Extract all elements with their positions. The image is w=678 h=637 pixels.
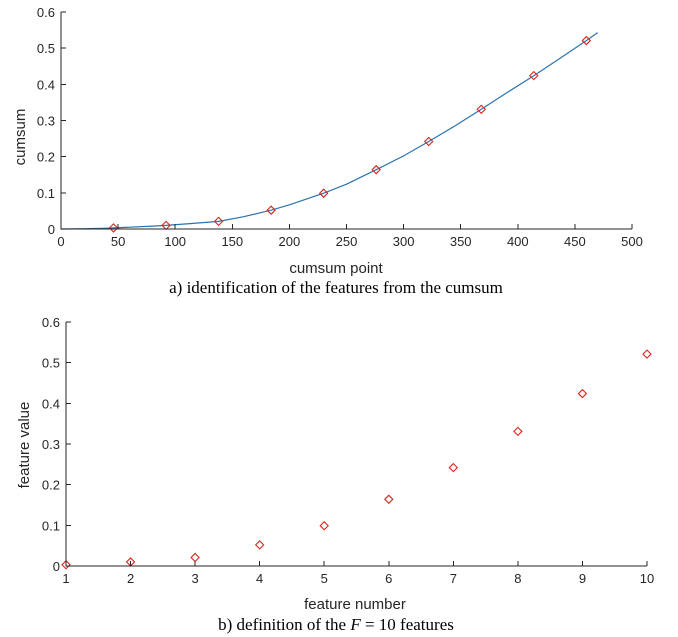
chart-a-x-ticks: 0 50 100 150 200 250 300 350 400 450 500 bbox=[57, 224, 643, 249]
x-tick-label: 6 bbox=[385, 571, 392, 586]
feature-value-marker bbox=[577, 388, 588, 399]
y-tick-label: 0.4 bbox=[42, 396, 60, 411]
x-tick-label: 500 bbox=[621, 234, 643, 249]
y-tick-label: 0.1 bbox=[37, 186, 55, 201]
chart-a-y-ticks: 0 0.1 0.2 0.3 0.4 0.5 0.6 bbox=[37, 5, 66, 237]
feature-value-marker bbox=[319, 520, 329, 531]
y-tick-label: 0.6 bbox=[37, 5, 55, 20]
chart-a-caption: a) identification of the features from t… bbox=[169, 278, 503, 297]
x-tick-label: 150 bbox=[221, 234, 243, 249]
y-tick-label: 0.4 bbox=[37, 77, 55, 92]
feature-point-marker bbox=[318, 188, 329, 198]
x-tick-label: 9 bbox=[579, 571, 586, 586]
chart-a-cumsum: 0 50 100 150 200 250 300 350 400 450 500 0 0.1 0.2 0.… bbox=[12, 5, 643, 297]
x-tick-label: 400 bbox=[507, 234, 529, 249]
x-tick-label: 300 bbox=[393, 234, 415, 249]
x-tick-label: 7 bbox=[450, 571, 457, 586]
chart-b-y-axis-label: feature value bbox=[16, 402, 33, 489]
feature-value-marker bbox=[513, 426, 523, 437]
x-tick-label: 2 bbox=[127, 571, 134, 586]
x-tick-label: 3 bbox=[191, 571, 198, 586]
y-tick-label: 0 bbox=[48, 222, 55, 237]
y-tick-label: 0.2 bbox=[42, 478, 60, 493]
x-tick-label: 100 bbox=[164, 234, 186, 249]
feature-point-marker bbox=[581, 35, 592, 46]
cumsum-curve bbox=[60, 32, 599, 230]
y-tick-label: 0 bbox=[53, 559, 60, 574]
feature-value-marker bbox=[642, 349, 652, 359]
chart-b-caption-var: F bbox=[349, 615, 361, 634]
x-tick-label: 1 bbox=[62, 571, 69, 586]
x-tick-label: 250 bbox=[336, 234, 358, 249]
chart-a-y-axis-label: cumsum bbox=[12, 109, 29, 166]
y-tick-label: 0.1 bbox=[42, 518, 60, 533]
y-tick-label: 0.3 bbox=[37, 114, 55, 129]
feature-value-marker bbox=[448, 462, 459, 473]
chart-b-y-ticks: 0 0.1 0.2 0.3 0.4 0.5 0.6 bbox=[42, 315, 71, 574]
chart-a-marker-layer bbox=[108, 35, 592, 233]
feature-value-marker bbox=[190, 552, 200, 563]
x-tick-label: 10 bbox=[640, 571, 654, 586]
chart-b-x-ticks: 1 2 3 4 5 6 7 8 9 10 bbox=[62, 561, 654, 586]
chart-b-marker-layer bbox=[61, 349, 652, 570]
feature-point-marker bbox=[529, 70, 539, 81]
chart-b-features: 1 2 3 4 5 6 7 8 9 10 0 0.1 0.2 0.3 0.4 0.5 0.6 feature … bbox=[16, 315, 654, 634]
feature-point-marker bbox=[266, 205, 276, 215]
chart-b-caption-suffix: = 10 features bbox=[361, 615, 454, 634]
feature-point-marker bbox=[423, 136, 434, 147]
chart-b-caption-prefix: b) definition of the bbox=[218, 615, 350, 634]
feature-point-marker bbox=[476, 104, 487, 115]
feature-point-marker bbox=[371, 164, 381, 175]
x-tick-label: 5 bbox=[321, 571, 328, 586]
chart-b-x-axis-label: feature number bbox=[304, 596, 406, 613]
y-tick-label: 0.6 bbox=[42, 315, 60, 330]
x-tick-label: 0 bbox=[57, 234, 64, 249]
chart-a-x-axis-label: cumsum point bbox=[289, 260, 383, 277]
x-tick-label: 4 bbox=[256, 571, 263, 586]
y-tick-label: 0.2 bbox=[37, 150, 55, 165]
y-tick-label: 0.5 bbox=[37, 41, 55, 56]
chart-b-axes bbox=[65, 322, 647, 567]
feature-point-marker bbox=[213, 216, 224, 227]
x-tick-label: 450 bbox=[564, 234, 586, 249]
y-tick-label: 0.5 bbox=[42, 356, 60, 371]
feature-value-marker bbox=[384, 494, 394, 505]
feature-value-marker bbox=[61, 560, 71, 570]
chart-b-caption: b) definition of the F = 10 features bbox=[218, 615, 454, 634]
x-tick-label: 200 bbox=[279, 234, 301, 249]
chart-a-axes bbox=[60, 12, 632, 230]
y-tick-label: 0.3 bbox=[42, 437, 60, 452]
feature-point-marker bbox=[108, 223, 119, 233]
feature-value-marker bbox=[254, 540, 265, 550]
x-tick-label: 8 bbox=[514, 571, 521, 586]
x-tick-label: 50 bbox=[111, 234, 125, 249]
chart-a-curve-layer bbox=[60, 32, 599, 230]
x-tick-label: 350 bbox=[450, 234, 472, 249]
